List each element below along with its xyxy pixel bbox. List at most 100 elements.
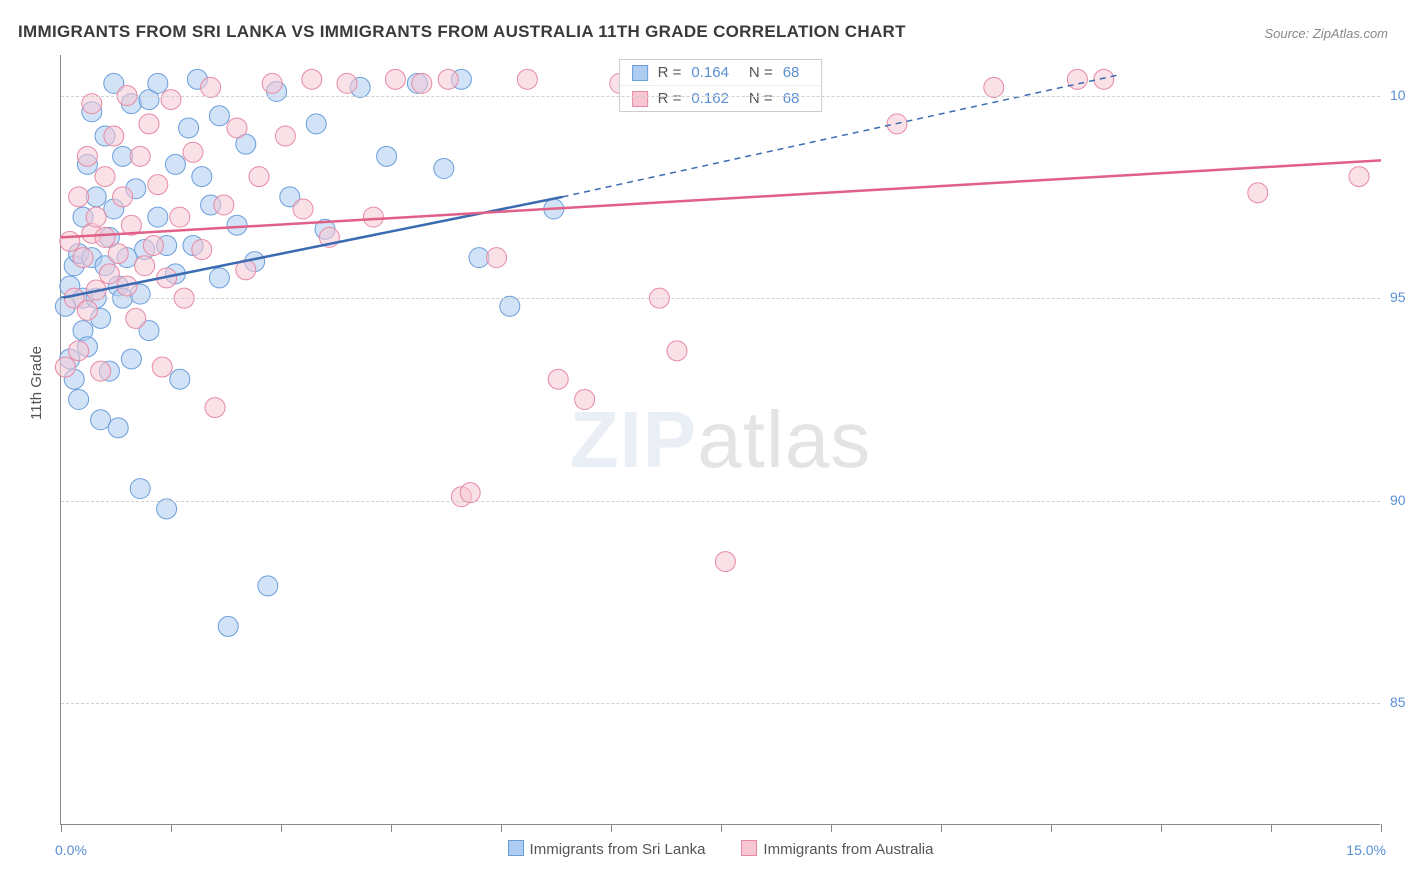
data-point xyxy=(434,158,454,178)
data-point xyxy=(108,244,128,264)
data-point xyxy=(201,77,221,97)
data-point xyxy=(60,231,80,251)
x-tick-mark xyxy=(281,824,282,832)
data-point xyxy=(306,114,326,134)
data-point xyxy=(377,146,397,166)
chart-title: IMMIGRANTS FROM SRI LANKA VS IMMIGRANTS … xyxy=(18,22,906,42)
stat-row-australia: R = 0.162 N = 68 xyxy=(620,86,822,111)
legend-label-sri-lanka: Immigrants from Sri Lanka xyxy=(530,841,706,858)
data-point xyxy=(363,207,383,227)
x-tick-mark xyxy=(391,824,392,832)
data-point xyxy=(227,215,247,235)
data-point xyxy=(108,418,128,438)
n-label: N = xyxy=(749,64,773,81)
data-point xyxy=(984,77,1004,97)
x-tick-mark xyxy=(831,824,832,832)
data-point xyxy=(249,167,269,187)
n-value: 68 xyxy=(783,64,800,81)
swatch-australia xyxy=(632,91,648,107)
data-point xyxy=(73,248,93,268)
data-point xyxy=(143,235,163,255)
x-tick-mark xyxy=(501,824,502,832)
gridline xyxy=(61,703,1380,704)
legend-item-australia: Immigrants from Australia xyxy=(741,840,933,858)
gridline xyxy=(61,501,1380,502)
data-point xyxy=(715,552,735,572)
data-point xyxy=(438,69,458,89)
data-point xyxy=(69,341,89,361)
legend-item-sri-lanka: Immigrants from Sri Lanka xyxy=(508,840,706,858)
data-point xyxy=(77,146,97,166)
y-tick-label: 85.0% xyxy=(1390,694,1406,710)
data-point xyxy=(412,73,432,93)
data-point xyxy=(385,69,405,89)
data-point xyxy=(209,106,229,126)
data-point xyxy=(113,187,133,207)
chart-svg xyxy=(61,55,1380,824)
x-tick-mark xyxy=(1381,824,1382,832)
data-point xyxy=(161,90,181,110)
data-point xyxy=(121,349,141,369)
data-point xyxy=(91,410,111,430)
y-tick-label: 100.0% xyxy=(1390,87,1406,103)
data-point xyxy=(517,69,537,89)
x-axis-min: 0.0% xyxy=(55,842,87,858)
data-point xyxy=(86,187,106,207)
data-point xyxy=(258,576,278,596)
data-point xyxy=(302,69,322,89)
r-label: R = xyxy=(658,64,682,81)
data-point xyxy=(1349,167,1369,187)
data-point xyxy=(227,118,247,138)
data-point xyxy=(126,308,146,328)
data-point xyxy=(293,199,313,219)
x-tick-mark xyxy=(611,824,612,832)
y-tick-label: 95.0% xyxy=(1390,289,1406,305)
data-point xyxy=(135,256,155,276)
x-tick-mark xyxy=(1161,824,1162,832)
data-point xyxy=(469,248,489,268)
data-point xyxy=(91,361,111,381)
data-point xyxy=(192,240,212,260)
y-axis-label: 11th Grade xyxy=(28,346,45,420)
data-point xyxy=(214,195,234,215)
n-label: N = xyxy=(749,90,773,107)
x-tick-mark xyxy=(1271,824,1272,832)
data-point xyxy=(77,300,97,320)
legend-swatch-sri-lanka xyxy=(508,840,524,856)
data-point xyxy=(148,73,168,93)
data-point xyxy=(148,207,168,227)
data-point xyxy=(95,167,115,187)
r-value: 0.162 xyxy=(691,90,729,107)
data-point xyxy=(148,175,168,195)
data-point xyxy=(95,227,115,247)
swatch-sri-lanka xyxy=(632,65,648,81)
x-tick-mark xyxy=(941,824,942,832)
data-point xyxy=(152,357,172,377)
data-point xyxy=(55,357,75,377)
x-axis-max: 15.0% xyxy=(1346,842,1386,858)
data-point xyxy=(1094,69,1114,89)
data-point xyxy=(192,167,212,187)
data-point xyxy=(337,73,357,93)
data-point xyxy=(139,114,159,134)
data-point xyxy=(82,94,102,114)
data-point xyxy=(667,341,687,361)
data-point xyxy=(157,499,177,519)
data-point xyxy=(179,118,199,138)
r-value: 0.164 xyxy=(691,64,729,81)
data-point xyxy=(548,369,568,389)
x-tick-mark xyxy=(721,824,722,832)
y-tick-label: 90.0% xyxy=(1390,492,1406,508)
data-point xyxy=(86,207,106,227)
data-point xyxy=(209,268,229,288)
data-point xyxy=(262,73,282,93)
x-tick-mark xyxy=(61,824,62,832)
legend-bottom: Immigrants from Sri Lanka Immigrants fro… xyxy=(508,840,934,858)
gridline xyxy=(61,96,1380,97)
x-tick-mark xyxy=(1051,824,1052,832)
data-point xyxy=(99,264,119,284)
n-value: 68 xyxy=(783,90,800,107)
data-point xyxy=(1067,69,1087,89)
data-point xyxy=(487,248,507,268)
stat-row-sri-lanka: R = 0.164 N = 68 xyxy=(620,60,822,86)
